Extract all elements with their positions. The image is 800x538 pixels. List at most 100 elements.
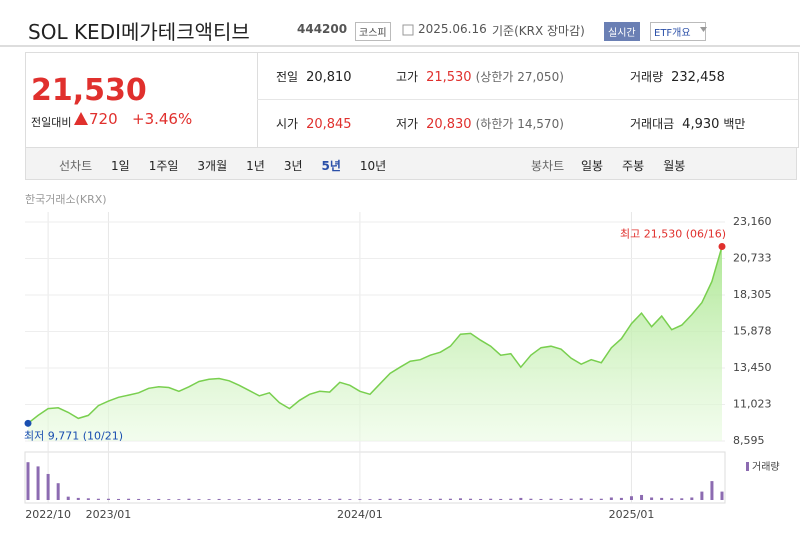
volume-bar [489,498,493,500]
volume-bar [237,499,241,500]
divider [257,53,258,147]
volume-bar [86,498,90,500]
volume-bar [499,498,503,500]
y-tick-label: 23,160 [733,215,772,228]
volume-bar [458,498,462,500]
label: 고가 [396,70,419,84]
change-pct: +3.46% [132,110,193,128]
change-label: 전일대비 [31,116,72,129]
source: 한국거래소(KRX) [25,193,107,206]
value: 20,810 [306,70,352,85]
volume-bar [177,499,181,500]
summary-cell: 거래대금 4,930 백만 [630,115,745,132]
volume-bar [579,498,583,500]
volume-bar [629,496,633,500]
market-badge: 코스피 [355,22,391,41]
volume-bar [328,499,332,500]
realtime-button[interactable]: 실시간 [604,22,640,41]
volume-bar [519,497,523,500]
label: 거래량 [630,70,664,84]
volume-bar [207,499,211,500]
summary-cell: 전일 20,810 [276,68,352,85]
low-label: 최저 9,771 (10/21) [24,429,123,442]
volume-bar [640,494,644,500]
summary-cell: 거래량 232,458 [630,68,725,85]
chart-tabs: 선차트 1일 1주일 3개월 1년 3년 5년 10년 봉차트 일봉 주봉 월봉 [25,147,797,180]
volume-bar [358,499,362,500]
volume-bar [36,466,40,500]
volume-bar [710,481,714,500]
date: 2025.06.16 [418,22,487,36]
volume-bar [96,498,100,500]
volume-bar [157,498,161,500]
dropdown-arrow [700,27,707,32]
tab[interactable]: 주봉 [622,159,645,173]
tab[interactable]: 5년 [321,159,341,173]
volume-bar [619,497,623,500]
volume-bar [398,498,402,500]
volume-bar [106,498,110,500]
tab-label: 선차트 [59,159,93,173]
volume-bar [599,498,603,500]
volume-bar [348,499,352,500]
volume-bar [298,499,302,500]
area [28,246,722,441]
value: 20,830 [426,117,472,132]
tab[interactable]: 1일 [111,159,130,173]
y-tick-label: 8,595 [733,434,765,447]
price-line [27,246,723,424]
summary: 21,530 전일대비 720 +3.46% 전일 20,810 고가 21,530(… [25,52,799,148]
tab[interactable]: 1년 [246,159,265,173]
x-tick-label: 2024/01 [337,508,383,521]
volume-bar [187,498,191,500]
volume-bar [479,498,483,500]
y-tick-label: 18,305 [733,288,772,301]
volume-bar [529,498,533,500]
volume-bar [448,498,452,500]
label: 전일 [276,70,299,84]
volume-bar [267,499,271,500]
volume-bar [76,497,80,500]
volume-bar [378,498,382,500]
x-tick-label: 2025/01 [609,508,655,521]
high-label: 최고 21,530 (06/16) [620,228,726,241]
volume-bar [438,498,442,500]
summary-cell: 고가 21,530 (상한가 27,050) [396,68,564,85]
tab[interactable]: 10년 [359,159,387,173]
etf-info-button[interactable]: ETF개요 [650,22,706,41]
volume-bar [388,498,392,500]
unit: 백만 [723,117,746,131]
volume-bar [26,462,30,500]
volume-bar [469,498,473,500]
volume-bar [167,499,171,500]
tab-label: 봉차트 [531,159,565,173]
tab[interactable]: 3개월 [197,159,228,173]
tab[interactable]: 일봉 [581,159,604,173]
volume-bar [257,498,261,500]
tab[interactable]: 3년 [283,159,303,173]
y-tick-label: 15,878 [733,324,772,337]
tab[interactable]: 월봉 [663,159,686,173]
price: 21,530 [31,73,147,108]
volume-bar [650,497,654,500]
volume-bar [288,499,292,500]
volume-bar [559,498,563,500]
volume-bar [197,499,201,500]
up-arrow [74,112,88,125]
volume-bar [318,498,322,500]
value: 232,458 [671,70,725,85]
header: SOL KEDI메가테크액티브 444200 코스피 2025.06.16 기준… [0,0,800,47]
volume-bar [308,499,312,500]
volume-bar [589,498,593,500]
volume-bar [56,483,60,500]
title: SOL KEDI메가테크액티브 [28,20,250,44]
label: 저가 [396,117,419,131]
volume-bar [670,498,674,500]
summary-cell: 저가 20,830 (하한가 14,570) [396,115,564,132]
change: 720 [89,110,118,128]
value: 4,930 [682,117,720,132]
note: (상한가 27,050) [475,70,564,84]
volume-bar [277,498,281,500]
tab[interactable]: 1주일 [148,159,179,173]
